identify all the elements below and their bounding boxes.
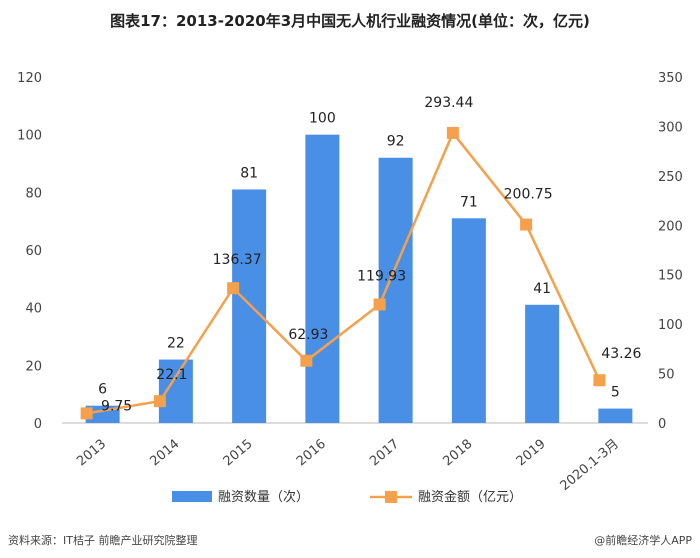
bar xyxy=(232,189,267,423)
y-right-tick-label: 0 xyxy=(658,417,666,432)
y-left-tick-label: 60 xyxy=(25,244,42,259)
line-point xyxy=(300,354,313,367)
line-value-label: 9.75 xyxy=(101,398,132,414)
line-value-label: 136.37 xyxy=(213,252,262,268)
line-value-label: 293.44 xyxy=(424,95,473,111)
y-right-tick-label: 150 xyxy=(658,269,683,284)
line-point xyxy=(80,407,93,420)
bar-value-label: 71 xyxy=(460,194,478,210)
legend-bar-swatch xyxy=(172,491,212,502)
line-point xyxy=(520,218,533,231)
data-labels: 6 22 81 100 92 71 41 5 9.75 22.1 136.37 62.93 119.93… xyxy=(98,95,641,414)
x-tick-label: 2015 xyxy=(221,437,256,470)
legend: 融资数量（次） 融资金额（亿元） xyxy=(172,489,522,505)
bar xyxy=(525,304,560,423)
y-left-tick-label: 100 xyxy=(17,129,42,144)
line-value-label: 200.75 xyxy=(504,187,553,203)
line-value-label: 119.93 xyxy=(357,268,406,284)
line-point xyxy=(227,282,240,295)
x-tick-label: 2019 xyxy=(514,437,549,470)
credit-note: @前瞻经济学人APP xyxy=(594,534,692,547)
y-right-tick-label: 350 xyxy=(658,71,683,86)
bar-value-label: 100 xyxy=(309,111,336,127)
source-note: 资料来源：IT桔子 前瞻产业研究院整理 xyxy=(8,534,198,547)
legend-line-marker xyxy=(385,491,397,503)
line-series xyxy=(80,126,606,420)
bar-value-label: 81 xyxy=(240,165,258,181)
y-right-tick-label: 100 xyxy=(658,318,683,333)
x-tick-label: 2017 xyxy=(367,437,402,470)
bar xyxy=(158,359,193,423)
bar xyxy=(451,218,486,423)
x-tick-label: 2020.1-3月 xyxy=(558,437,622,494)
y-left-tick-label: 20 xyxy=(25,359,42,374)
line-point xyxy=(446,126,459,139)
line-point xyxy=(593,374,606,387)
line-point xyxy=(373,298,386,311)
x-tick-label: 2016 xyxy=(294,437,329,470)
y-right-tick-label: 200 xyxy=(658,219,683,234)
y-right-tick-label: 50 xyxy=(658,368,675,383)
bar xyxy=(378,157,413,423)
axes: 0 20 40 60 80 100 120 0 50 100 150 200 250 300 350 2013… xyxy=(17,71,683,494)
y-right-tick-label: 300 xyxy=(658,120,683,135)
bar-value-label: 41 xyxy=(533,281,551,297)
line-value-label: 22.1 xyxy=(156,367,187,383)
y-right-tick-label: 250 xyxy=(658,170,683,185)
line-value-label: 62.93 xyxy=(288,327,328,343)
y-left-tick-label: 120 xyxy=(17,71,42,86)
x-tick-label: 2014 xyxy=(147,437,182,470)
x-tick-label: 2013 xyxy=(74,437,109,470)
line-value-label: 43.26 xyxy=(601,346,641,362)
legend-bar-label: 融资数量（次） xyxy=(218,489,309,505)
bar-value-label: 5 xyxy=(611,385,620,401)
y-left-tick-label: 40 xyxy=(25,302,42,317)
bar-value-label: 92 xyxy=(387,134,405,150)
y-left-tick-label: 0 xyxy=(34,417,42,432)
line-point xyxy=(153,395,166,408)
bar xyxy=(305,134,340,423)
bar-value-label: 6 xyxy=(98,382,107,398)
legend-line-label: 融资金额（亿元） xyxy=(418,489,522,505)
bar-value-label: 22 xyxy=(167,336,185,352)
y-left-tick-label: 80 xyxy=(25,186,42,201)
x-tick-label: 2018 xyxy=(440,437,475,470)
bar xyxy=(598,408,633,423)
line-path xyxy=(86,130,601,415)
chart-title: 图表17：2013-2020年3月中国无人机行业融资情况(单位：次，亿元) xyxy=(110,12,590,30)
